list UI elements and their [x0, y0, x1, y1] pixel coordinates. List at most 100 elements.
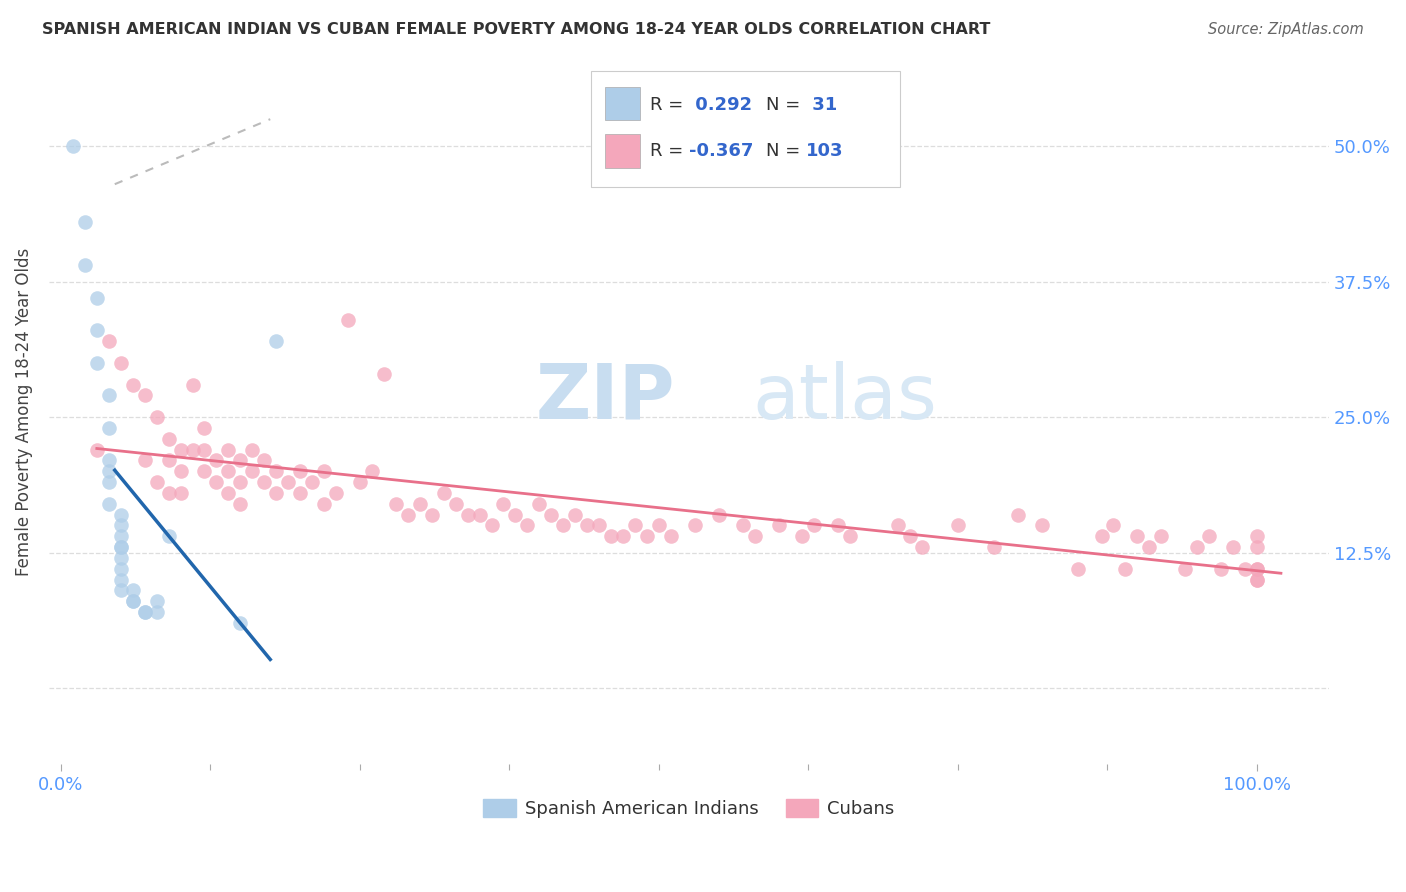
- Point: [898, 529, 921, 543]
- Point: [1246, 573, 1268, 587]
- Text: SPANISH AMERICAN INDIAN VS CUBAN FEMALE POVERTY AMONG 18-24 YEAR OLDS CORRELATIO: SPANISH AMERICAN INDIAN VS CUBAN FEMALE …: [42, 22, 991, 37]
- Point: [373, 367, 395, 381]
- Point: [1066, 562, 1088, 576]
- Point: [288, 486, 311, 500]
- Point: [420, 508, 443, 522]
- Point: [145, 594, 167, 608]
- Point: [1102, 518, 1125, 533]
- Point: [157, 432, 180, 446]
- Point: [396, 508, 419, 522]
- Point: [169, 442, 191, 457]
- Point: [946, 518, 969, 533]
- Text: N =: N =: [766, 96, 806, 114]
- Point: [409, 497, 432, 511]
- Point: [264, 486, 287, 500]
- Point: [325, 486, 347, 500]
- Point: [731, 518, 754, 533]
- Point: [600, 529, 623, 543]
- Point: [887, 518, 910, 533]
- Point: [744, 529, 766, 543]
- Point: [86, 291, 108, 305]
- Point: [659, 529, 682, 543]
- Point: [492, 497, 515, 511]
- Point: [288, 464, 311, 478]
- Point: [1222, 540, 1244, 554]
- Point: [1090, 529, 1112, 543]
- Text: 0.292: 0.292: [689, 96, 752, 114]
- Text: N =: N =: [766, 142, 806, 160]
- Point: [86, 356, 108, 370]
- Point: [121, 583, 143, 598]
- Point: [457, 508, 479, 522]
- Point: [145, 605, 167, 619]
- Point: [1234, 562, 1257, 576]
- Point: [110, 529, 132, 543]
- Point: [97, 453, 120, 467]
- Point: [110, 562, 132, 576]
- Point: [193, 421, 215, 435]
- Point: [205, 453, 228, 467]
- Point: [157, 529, 180, 543]
- Point: [229, 475, 252, 490]
- Point: [134, 388, 156, 402]
- Point: [110, 573, 132, 587]
- Point: [1114, 562, 1136, 576]
- Point: [1246, 573, 1268, 587]
- Point: [264, 464, 287, 478]
- Point: [1137, 540, 1160, 554]
- Point: [205, 475, 228, 490]
- Point: [385, 497, 408, 511]
- Point: [312, 464, 335, 478]
- Point: [1246, 562, 1268, 576]
- Point: [505, 508, 527, 522]
- Point: [110, 551, 132, 566]
- Point: [97, 464, 120, 478]
- Point: [110, 356, 132, 370]
- Legend: Spanish American Indians, Cubans: Spanish American Indians, Cubans: [477, 791, 901, 825]
- Point: [576, 518, 599, 533]
- Text: atlas: atlas: [752, 360, 938, 434]
- Point: [110, 508, 132, 522]
- Point: [911, 540, 934, 554]
- Point: [110, 540, 132, 554]
- Point: [169, 486, 191, 500]
- Point: [540, 508, 562, 522]
- Point: [301, 475, 323, 490]
- Point: [73, 259, 96, 273]
- Text: ZIP: ZIP: [536, 360, 675, 434]
- Point: [1174, 562, 1197, 576]
- Point: [240, 442, 263, 457]
- Point: [193, 464, 215, 478]
- Point: [157, 486, 180, 500]
- Point: [1211, 562, 1233, 576]
- Point: [181, 377, 204, 392]
- Text: -0.367: -0.367: [689, 142, 754, 160]
- Point: [264, 334, 287, 349]
- Point: [121, 594, 143, 608]
- Point: [157, 453, 180, 467]
- Text: Source: ZipAtlas.com: Source: ZipAtlas.com: [1208, 22, 1364, 37]
- Point: [193, 442, 215, 457]
- Point: [803, 518, 825, 533]
- Point: [97, 475, 120, 490]
- Point: [134, 605, 156, 619]
- Point: [229, 615, 252, 630]
- Point: [217, 464, 239, 478]
- Point: [1126, 529, 1149, 543]
- Point: [444, 497, 467, 511]
- Point: [229, 497, 252, 511]
- Point: [1031, 518, 1053, 533]
- Point: [1246, 562, 1268, 576]
- Point: [983, 540, 1005, 554]
- Point: [1185, 540, 1208, 554]
- Point: [62, 139, 84, 153]
- Point: [624, 518, 647, 533]
- Point: [433, 486, 456, 500]
- Point: [636, 529, 658, 543]
- Point: [588, 518, 610, 533]
- Point: [529, 497, 551, 511]
- Point: [612, 529, 634, 543]
- Point: [217, 486, 239, 500]
- Point: [564, 508, 586, 522]
- Point: [181, 442, 204, 457]
